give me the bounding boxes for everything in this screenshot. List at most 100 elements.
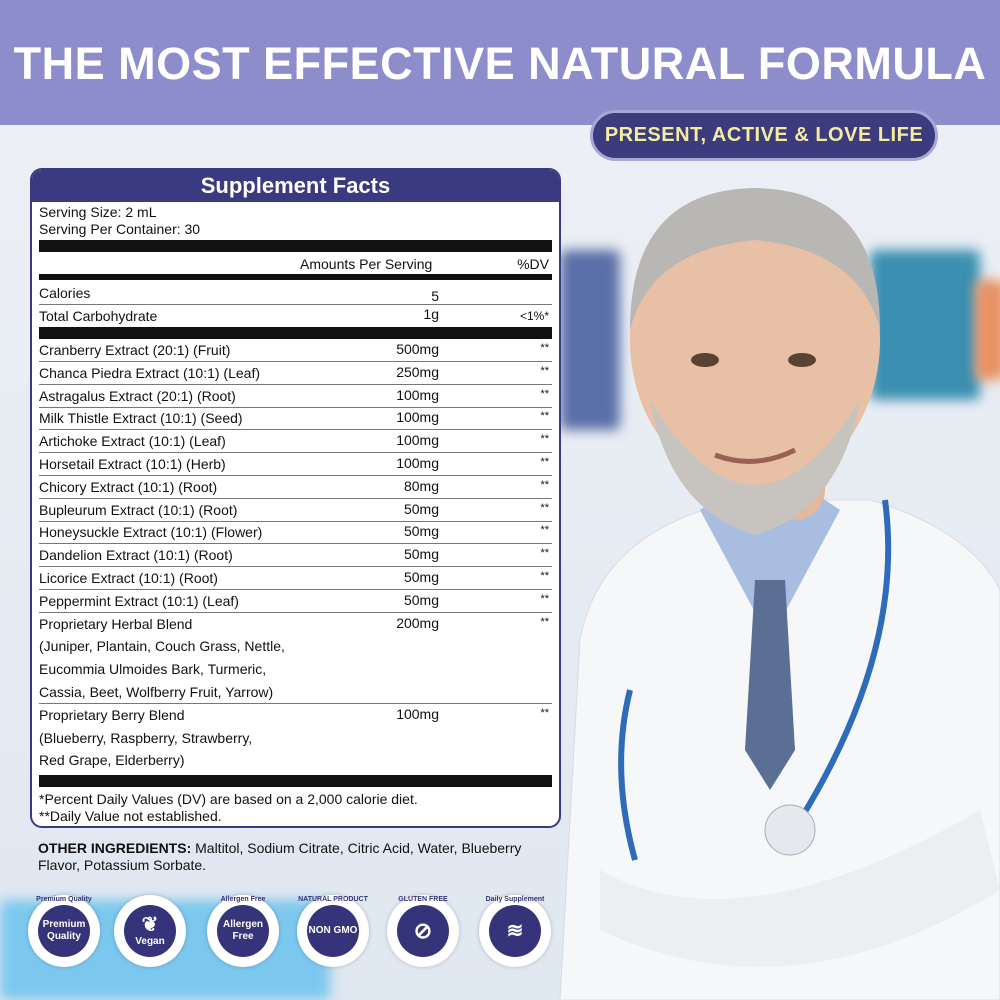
blend-dv: ** [540,615,549,628]
other-ingredients: OTHER INGREDIENTS: Maltitol, Sodium Citr… [38,840,538,874]
gluten-free-wheat-icon: ⊘ GLUTEN FREE [387,895,459,967]
ingredient-name: Chicory Extract (10:1) (Root) [39,478,218,495]
serving-size: Serving Size: 2 mL [39,204,157,220]
ingredient-dv: ** [540,433,549,446]
supplement-facts-panel: Supplement Facts Serving Size: 2 mL Serv… [30,168,561,828]
col-dv-header: %DV [517,256,549,272]
row-divider [39,452,552,454]
allergen-free-icon: Allergen Free Allergen Free [207,895,279,967]
ingredient-name: Artichoke Extract (10:1) (Leaf) [39,433,226,450]
ingredient-dv: ** [540,547,549,560]
row-divider [39,611,552,613]
ingredient-amount: 100mg [396,432,439,449]
supplement-facts-title: Supplement Facts [32,170,559,202]
ingredient-amount: 50mg [403,546,439,563]
blend-ingredients: Eucommia Ulmoides Bark, Turmeric, [39,661,267,678]
badge-center-text: Premium Quality [38,905,90,957]
badge-center-text: NON GMO [307,905,359,957]
ingredient-amount: 50mg [403,500,439,517]
row-divider [39,304,552,305]
carbs-amount: 1g [423,306,439,322]
ingredient-amount: 50mg [403,523,439,540]
blend-name: Proprietary Berry Blend [39,706,185,723]
ingredient-dv: ** [540,570,549,582]
ingredient-amount: 500mg [396,341,439,357]
headline: THE MOST EFFECTIVE NATURAL FORMULA [13,38,987,89]
divider-thick [39,327,552,339]
footnote-not-established: **Daily Value not established. [39,808,222,824]
row-divider [39,702,552,704]
row-divider [39,566,552,568]
ingredient-amount: 100mg [396,386,439,403]
row-divider [39,543,552,545]
badge-center-text: ❦ Vegan [124,905,176,957]
badge-ring-text: Allergen Free [220,896,266,903]
ingredient-dv: ** [540,456,549,468]
blend-amount: 200mg [396,614,439,631]
row-divider [39,383,552,385]
ingredient-name: Dandelion Extract (10:1) (Root) [39,547,233,564]
ingredient-dv: ** [540,501,549,514]
ingredient-dv: ** [540,342,549,354]
badge-ring-text: GLUTEN FREE [398,896,448,903]
ingredient-amount: 50mg [403,569,439,585]
ingredient-name: Astragalus Extract (20:1) (Root) [39,387,236,404]
ingredient-name: Licorice Extract (10:1) (Root) [39,570,218,586]
divider [39,274,552,280]
ingredient-amount: 80mg [403,477,439,494]
header-banner: THE MOST EFFECTIVE NATURAL FORMULA [0,0,1000,125]
badge-ring-text: Daily Supplement [485,896,545,903]
ingredient-name: Honeysuckle Extract (10:1) (Flower) [39,524,263,541]
ingredient-name: Bupleurum Extract (10:1) (Root) [39,501,238,518]
blend-amount: 100mg [396,705,439,722]
blend-ingredients: (Juniper, Plantain, Couch Grass, Nettle, [39,638,285,655]
badge-label: Vegan [135,936,165,947]
daily-supplement-icon: ≋ [489,905,541,957]
badge-ring-text: Premium Quality [36,896,92,903]
ingredient-name: Cranberry Extract (20:1) (Fruit) [39,342,231,358]
ingredient-dv: ** [540,387,549,400]
carbs-dv: <1%* [519,309,549,323]
row-divider [39,589,552,590]
other-ingredients-text: Maltitol, Sodium Citrate, Citric Acid, W… [38,840,522,873]
ingredient-name: Chanca Piedra Extract (10:1) (Leaf) [39,364,260,381]
row-divider [39,406,552,408]
ingredient-amount: 100mg [396,455,439,471]
ingredient-amount: 50mg [403,591,439,608]
blend-dv: ** [540,706,549,719]
ingredient-dv: ** [540,410,549,423]
carbs-label: Total Carbohydrate [39,308,158,324]
ingredient-dv: ** [540,592,549,605]
ingredient-amount: 100mg [396,409,439,426]
ingredient-name: Milk Thistle Extract (10:1) (Seed) [39,410,243,427]
non-gmo-icon: NON GMO NATURAL PRODUCT [297,895,369,967]
badge-ring-text: NATURAL PRODUCT [298,896,368,903]
row-divider [39,361,552,362]
ingredient-name: Peppermint Extract (10:1) (Leaf) [39,592,239,609]
ingredient-name: Horsetail Extract (10:1) (Herb) [39,456,226,472]
servings-per-container: Serving Per Container: 30 [39,221,201,237]
gluten-free-wheat-icon: ⊘ [397,905,449,957]
ingredient-dv: ** [540,364,549,377]
blend-ingredients: Cassia, Beet, Wolfberry Fruit, Yarrow) [39,684,274,700]
leaf-icon: ❦ [141,914,159,936]
badge-center-text: Allergen Free [217,905,269,957]
row-divider [39,429,552,431]
ingredient-dv: ** [540,478,549,491]
calories-amount: 5 [431,288,439,304]
blend-ingredients: Red Grape, Elderberry) [39,752,185,769]
other-ingredients-label: OTHER INGREDIENTS: [38,840,192,856]
row-divider [39,520,552,522]
footnote-dv: *Percent Daily Values (DV) are based on … [39,791,418,807]
doctor-photo [559,188,1000,1000]
premium-badge-icon: Premium Quality Premium Quality [28,895,100,967]
divider-thick [39,240,552,252]
ingredient-amount: 250mg [396,363,439,380]
ingredient-dv: ** [540,524,549,537]
blend-name: Proprietary Herbal Blend [39,615,193,632]
divider-thick [39,775,552,787]
row-divider [39,475,552,476]
leaf-icon: ❦ Vegan [114,895,186,967]
calories-label: Calories [39,285,91,301]
blend-ingredients: (Blueberry, Raspberry, Strawberry, [39,729,253,746]
